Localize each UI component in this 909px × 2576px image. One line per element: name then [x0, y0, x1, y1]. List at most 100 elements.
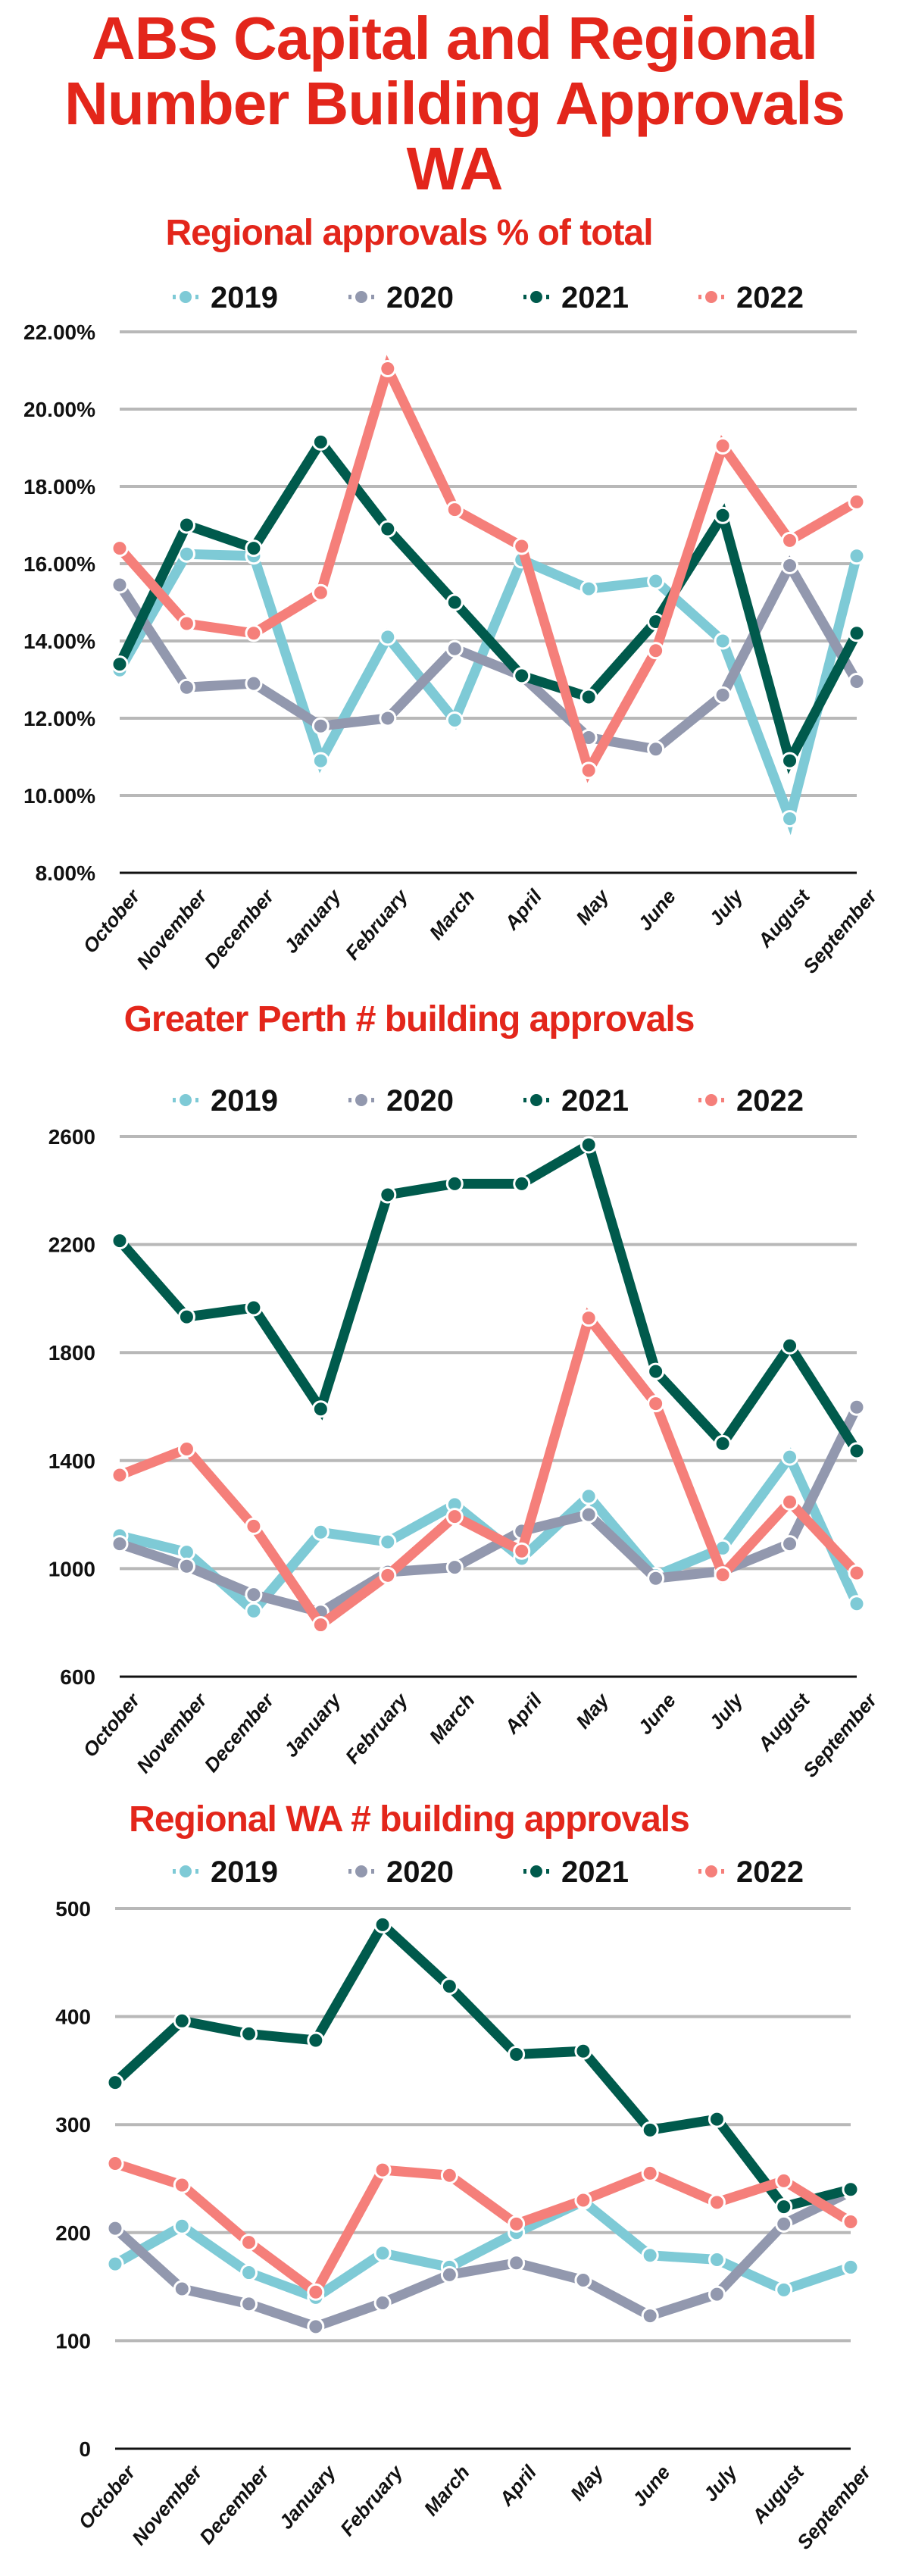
data-point-2021	[177, 516, 195, 534]
data-point-2021	[111, 655, 129, 674]
data-point-2020	[714, 686, 732, 704]
data-point-2021	[508, 2046, 526, 2064]
data-point-2021	[775, 2198, 793, 2216]
x-tick-label: November	[127, 2460, 208, 2549]
legend-marker-icon	[704, 289, 719, 305]
data-point-2020	[574, 2271, 592, 2290]
legend-item-2020: 2020	[348, 281, 454, 314]
data-point-2021	[106, 2074, 124, 2092]
data-point-2021	[574, 2042, 592, 2060]
data-point-2019	[245, 1602, 263, 1620]
y-tick-label: 2200	[48, 1233, 95, 1257]
data-point-2022	[373, 2161, 392, 2179]
data-point-2020	[708, 2285, 726, 2303]
legend-marker-icon	[704, 1864, 719, 1879]
y-tick-label: 2600	[48, 1125, 95, 1149]
data-point-2021	[848, 624, 866, 642]
series-2021	[111, 433, 866, 774]
data-point-2019	[240, 2264, 258, 2282]
legend-label: 2022	[736, 1084, 804, 1118]
data-point-2021	[579, 1136, 598, 1154]
data-point-2021	[111, 1232, 129, 1250]
data-point-2022	[440, 2166, 458, 2184]
data-point-2020	[245, 674, 263, 692]
y-tick-label: 1000	[48, 1557, 95, 1580]
data-point-2020	[307, 2318, 325, 2336]
data-point-2021	[245, 539, 263, 558]
legend-label: 2021	[561, 1855, 629, 1889]
data-point-2021	[714, 1434, 732, 1452]
y-tick-label: 100	[55, 2329, 91, 2352]
data-point-2021	[440, 1977, 458, 1996]
data-point-2019	[647, 572, 665, 590]
data-point-2020	[379, 709, 397, 727]
data-point-2021	[245, 1299, 263, 1317]
data-point-2022	[781, 531, 799, 549]
data-point-2022	[173, 2176, 191, 2194]
data-point-2021	[311, 1400, 330, 1418]
data-point-2020	[173, 2280, 191, 2298]
data-point-2019	[848, 547, 866, 565]
x-tick-label: October	[73, 2460, 140, 2534]
data-point-2022	[848, 1564, 866, 1582]
data-point-2020	[245, 1586, 263, 1604]
x-tick-label: December	[195, 2460, 274, 2549]
data-point-2019	[781, 1448, 799, 1466]
data-point-2021	[647, 1362, 665, 1380]
data-point-2022	[111, 539, 129, 558]
y-tick-label: 8.00%	[36, 861, 95, 885]
data-point-2020	[445, 639, 464, 658]
data-point-2020	[177, 1557, 195, 1575]
legend-label: 2019	[211, 1084, 278, 1118]
series-line-2021	[115, 433, 861, 774]
y-tick-label: 22.00%	[23, 320, 95, 344]
data-point-2019	[714, 632, 732, 650]
legend-item-2022: 2022	[698, 281, 804, 314]
series-line-2020	[111, 2187, 853, 2332]
legend-item-2021: 2021	[523, 281, 629, 314]
data-point-2021	[173, 2012, 191, 2030]
data-point-2021	[714, 506, 732, 524]
y-tick-label: 600	[60, 1665, 95, 1689]
chart-2-legend: 2019 2020 2021 2022	[173, 1084, 804, 1118]
series-2019	[106, 2192, 860, 2306]
data-point-2021	[240, 2024, 258, 2043]
data-point-2022	[311, 1616, 330, 1634]
data-point-2021	[379, 520, 397, 538]
data-point-2022	[177, 1440, 195, 1458]
data-point-2022	[641, 2164, 659, 2182]
series-line-2020	[115, 555, 861, 755]
data-point-2019	[842, 2258, 860, 2276]
data-point-2022	[848, 492, 866, 511]
data-point-2021	[445, 593, 464, 611]
series-line-2022	[116, 355, 860, 783]
x-tick-label: January	[274, 2460, 341, 2534]
data-point-2020	[647, 740, 665, 758]
x-tick-label: July	[698, 2460, 742, 2506]
data-point-2020	[240, 2295, 258, 2313]
data-point-2019	[311, 1523, 330, 1541]
data-point-2020	[111, 1535, 129, 1553]
series-line-2022	[114, 2159, 854, 2299]
legend-marker-icon	[354, 289, 369, 305]
data-point-2020	[775, 2215, 793, 2233]
legend-label: 2019	[211, 281, 278, 314]
y-tick-label: 20.00%	[23, 398, 95, 421]
data-point-2021	[842, 2181, 860, 2199]
data-point-2021	[848, 1442, 866, 1460]
data-point-2022	[379, 1566, 397, 1584]
x-tick-label: February	[336, 2460, 408, 2540]
data-point-2019	[373, 2244, 392, 2262]
data-point-2022	[245, 624, 263, 642]
legend-marker-icon	[354, 1864, 369, 1879]
data-point-2022	[513, 1542, 531, 1560]
y-tick-label: 14.00%	[23, 630, 95, 653]
data-point-2021	[781, 752, 799, 770]
series-line-2021	[116, 1137, 861, 1454]
legend-item-2021: 2021	[523, 1084, 629, 1118]
legend-item-2021: 2021	[523, 1855, 629, 1889]
data-point-2022	[775, 2171, 793, 2190]
legend-label: 2020	[386, 1855, 454, 1889]
